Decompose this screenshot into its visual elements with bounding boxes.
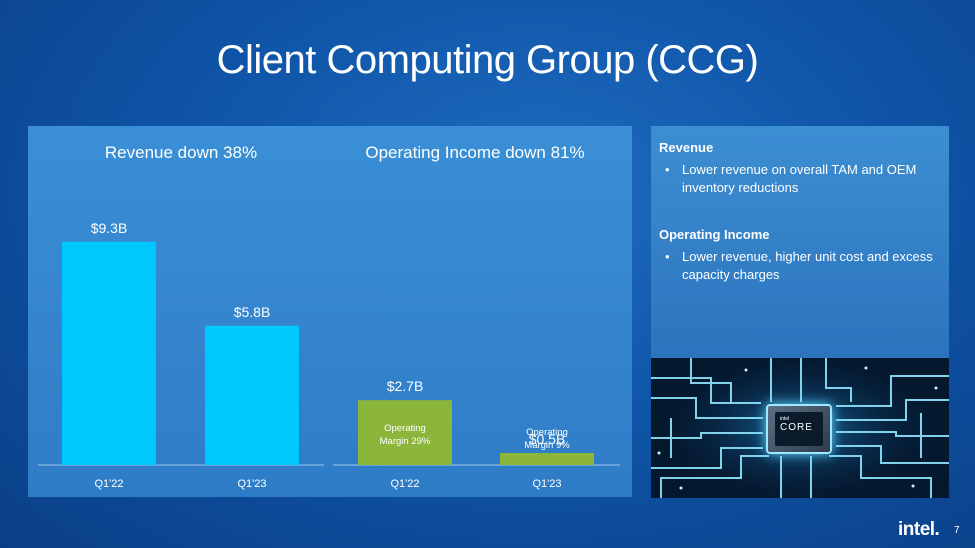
processor-image: intel CORE bbox=[651, 358, 949, 498]
chart-title: Operating Income down 81% bbox=[365, 143, 584, 162]
operating-income-bullet: Lower revenue, higher unit cost and exce… bbox=[659, 248, 941, 284]
category-label: Q1'22 bbox=[94, 478, 123, 490]
revenue-bullet: Lower revenue on overall TAM and OEM inv… bbox=[659, 161, 941, 197]
page-number: 7 bbox=[954, 525, 960, 536]
bar bbox=[358, 400, 452, 465]
chip-icon: intel CORE bbox=[766, 404, 832, 454]
chip-core-text: CORE bbox=[780, 422, 813, 433]
revenue-heading: Revenue bbox=[659, 140, 714, 155]
bar bbox=[500, 453, 594, 465]
revenue-bullets: Lower revenue on overall TAM and OEM inv… bbox=[659, 161, 941, 197]
bar-inner-label: Operating bbox=[384, 423, 426, 434]
category-label: Q1'22 bbox=[390, 478, 419, 490]
bar bbox=[205, 325, 299, 465]
operating-income-heading: Operating Income bbox=[659, 227, 770, 242]
bar-inner-label: Margin 29% bbox=[380, 436, 431, 447]
chart-panel: Revenue down 38% $9.3B Q1'22 $5.8B Q1'23 Oper… bbox=[28, 126, 632, 497]
bar-inner-label: Margin 9% bbox=[524, 440, 570, 451]
bar-value-label: $9.3B bbox=[91, 220, 128, 236]
commentary-panel: Revenue Lower revenue on overall TAM and… bbox=[651, 126, 949, 358]
bar bbox=[62, 241, 156, 465]
bar-inner-label: Operating bbox=[526, 427, 568, 438]
bar-value-label: $0.5B bbox=[529, 431, 566, 447]
bar-charts: Revenue down 38% $9.3B Q1'22 $5.8B Q1'23 Oper… bbox=[38, 143, 620, 490]
category-label: Q1'23 bbox=[237, 478, 266, 490]
category-label: Q1'23 bbox=[532, 478, 561, 490]
chip-brand-text: intel bbox=[780, 416, 790, 422]
chart-title: Revenue down 38% bbox=[105, 143, 257, 162]
bar-value-label: $5.8B bbox=[234, 304, 271, 320]
bar-value-label: $2.7B bbox=[387, 378, 424, 394]
operating-income-bullets: Lower revenue, higher unit cost and exce… bbox=[659, 248, 941, 284]
intel-logo: intel. bbox=[898, 519, 940, 540]
slide-title: Client Computing Group (CCG) bbox=[216, 38, 759, 82]
